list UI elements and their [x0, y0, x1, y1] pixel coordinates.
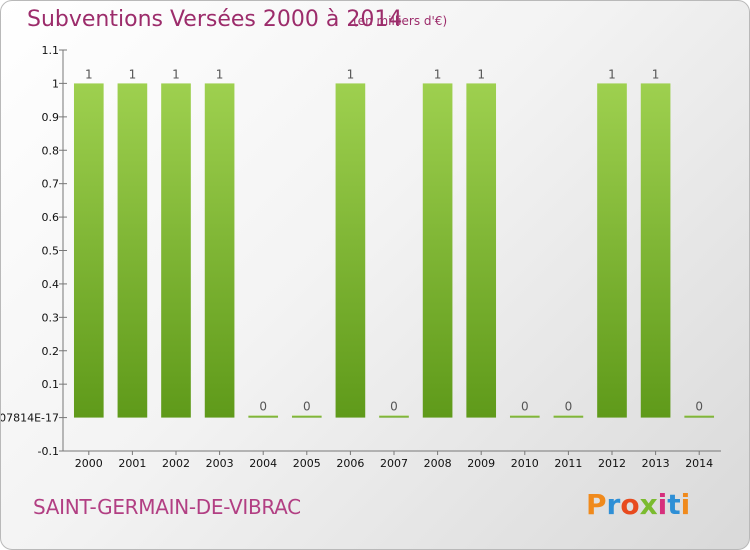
bar: [117, 83, 148, 418]
bar: [335, 83, 366, 418]
x-tick-label: 2004: [249, 457, 277, 470]
commune-name: SAINT-GERMAIN-DE-VIBRAC: [33, 495, 301, 519]
y-tick-label: 1.3877787807814E-17: [1, 412, 59, 425]
y-tick-label: 0.8: [42, 144, 60, 157]
logo-letter: i: [657, 488, 668, 521]
data-label: 0: [521, 400, 529, 414]
data-label: 1: [129, 67, 137, 81]
proxiti-logo[interactable]: Proxiti: [586, 488, 690, 521]
y-tick-label: 0.2: [42, 345, 60, 358]
x-tick-label: 2014: [685, 457, 713, 470]
x-tick-label: 2011: [554, 457, 582, 470]
logo-letter: x: [639, 488, 658, 521]
data-label: 0: [259, 400, 267, 414]
data-label: 1: [347, 67, 355, 81]
bar: [73, 83, 104, 418]
y-tick-label: 0.7: [42, 178, 60, 191]
data-label: 1: [434, 67, 442, 81]
y-tick-label: 0.4: [42, 278, 60, 291]
logo-letter: P: [586, 488, 607, 521]
bar: [553, 415, 584, 418]
x-tick-label: 2008: [424, 457, 452, 470]
x-tick-label: 2012: [598, 457, 626, 470]
x-tick-label: 2009: [467, 457, 495, 470]
logo-letter: r: [606, 488, 621, 521]
x-tick-label: 2006: [336, 457, 364, 470]
chart-title: Subventions Versées 2000 à 2014: [27, 7, 403, 32]
x-tick-label: 2003: [206, 457, 234, 470]
bar: [684, 415, 715, 418]
logo-letter: t: [667, 488, 681, 521]
y-tick-label: 1.1: [42, 44, 60, 57]
bar: [509, 415, 540, 418]
y-tick-label: 0.6: [42, 211, 60, 224]
bar: [248, 415, 279, 418]
y-tick-label: 0.3: [42, 311, 60, 324]
logo-letter: o: [620, 488, 640, 521]
x-tick-label: 2001: [118, 457, 146, 470]
y-tick-label: 0.9: [42, 111, 60, 124]
data-label: 1: [85, 67, 93, 81]
data-label: 1: [172, 67, 180, 81]
bar: [161, 83, 191, 418]
x-tick-label: 2013: [642, 457, 670, 470]
bar: [379, 415, 409, 418]
logo-letter: i: [680, 488, 691, 521]
y-tick-label: 1: [52, 77, 59, 90]
data-label: 1: [652, 67, 660, 81]
x-tick-label: 2007: [380, 457, 408, 470]
chart-subtitle: (en milliers d'€): [353, 14, 448, 28]
x-tick-label: 2000: [75, 457, 103, 470]
y-tick-label: -0.1: [38, 445, 59, 458]
data-label: 0: [303, 400, 311, 414]
data-label: 1: [608, 67, 616, 81]
data-label: 0: [565, 400, 573, 414]
data-label: 0: [695, 400, 703, 414]
y-tick-label: 0.5: [42, 245, 60, 258]
y-tick-label: 0.1: [42, 378, 60, 391]
x-tick-label: 2005: [293, 457, 321, 470]
bar: [204, 83, 235, 418]
x-tick-label: 2002: [162, 457, 190, 470]
bar: [291, 415, 322, 418]
bar: [422, 83, 453, 418]
bar: [597, 83, 627, 418]
bar: [640, 83, 671, 418]
data-label: 1: [477, 67, 485, 81]
bar: [466, 83, 497, 418]
x-tick-label: 2010: [511, 457, 539, 470]
data-label: 0: [390, 400, 398, 414]
data-label: 1: [216, 67, 224, 81]
